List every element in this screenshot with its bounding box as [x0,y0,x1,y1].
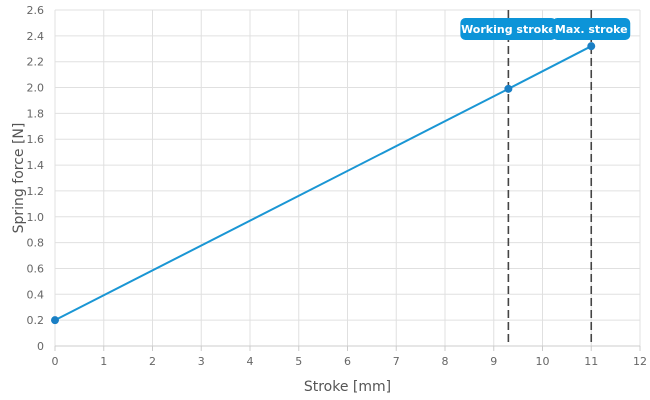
x-tick-label: 0 [52,355,59,368]
y-tick-label: 0.8 [27,237,45,250]
y-tick-label: 0.2 [27,314,45,327]
marker-label-text: Working stroke [461,23,556,36]
y-tick-label: 1.8 [27,107,45,120]
marker-label: Working stroke [460,18,557,40]
x-tick-label: 12 [633,355,647,368]
x-tick-label: 11 [584,355,598,368]
marker-label-text: Max. stroke [555,23,628,36]
x-tick-label: 4 [247,355,254,368]
y-axis-title: Spring force [N] [11,123,27,234]
y-tick-label: 2.4 [27,30,45,43]
x-tick-label: 2 [149,355,156,368]
y-tick-labels: 0 0.2 0.4 0.6 0.8 1.0 1.2 1.4 1.6 1.8 2.0 2.2 2.4 2.6 [27,4,45,353]
x-tick-label: 1 [100,355,107,368]
data-points [51,42,596,325]
y-tick-label: 2.6 [27,4,45,17]
grid-layer [54,9,641,351]
y-tick-label: 0 [37,340,44,353]
y-tick-label: 1.0 [27,211,45,224]
x-tick-label: 9 [490,355,497,368]
marker-lines [507,10,593,346]
marker-label-box [552,18,631,40]
marker-labels: Working stroke Max. stroke [460,18,631,40]
data-point[interactable] [587,42,596,51]
x-tick-label: 10 [536,355,550,368]
x-axis-title: Stroke [mm] [304,379,391,395]
x-tick-labels: 0 1 2 3 4 5 6 7 8 9 10 11 12 [52,355,648,368]
marker-label: Max. stroke [552,18,631,40]
y-tick-label: 2.2 [27,56,45,69]
y-tick-label: 0.6 [27,262,45,275]
y-tick-label: 1.2 [27,185,45,198]
y-tick-label: 2.0 [27,82,45,95]
x-tick-label: 5 [295,355,302,368]
y-tick-label: 1.4 [27,159,45,172]
marker-label-box [460,18,557,40]
x-tick-label: 3 [198,355,205,368]
data-point[interactable] [51,316,59,325]
y-tick-label: 1.6 [27,133,45,146]
y-tick-label: 0.4 [27,288,45,301]
x-tick-label: 7 [393,355,400,368]
x-tick-label: 6 [344,355,351,368]
data-point[interactable] [504,84,513,93]
x-tick-label: 8 [442,355,449,368]
